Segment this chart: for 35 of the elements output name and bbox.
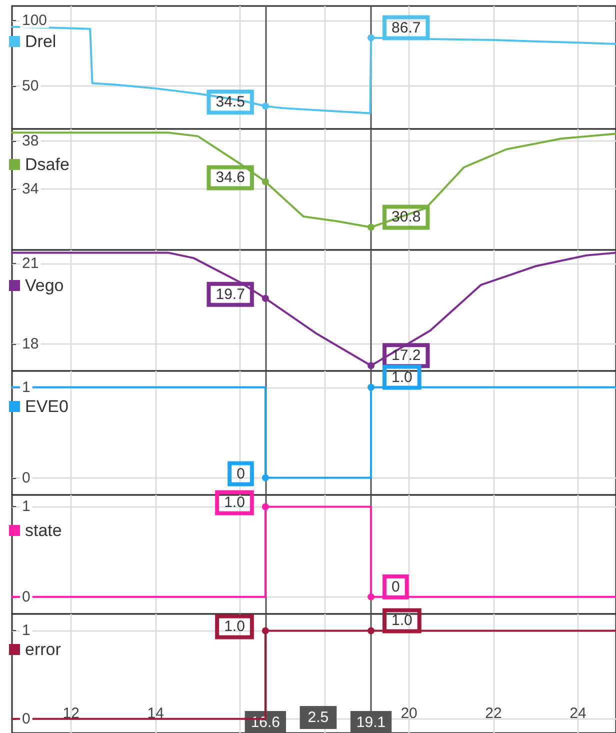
data-label: 0 (392, 578, 400, 596)
y-tick-label: 1 (22, 498, 30, 516)
y-tick-label: 50 (22, 77, 39, 94)
data-label: 19.7 (216, 286, 245, 303)
data-label: 1.0 (224, 618, 245, 636)
x-tick-label: 14 (147, 705, 164, 722)
y-tick-label: 0 (22, 588, 30, 606)
y-tick-label: 18 (22, 336, 39, 353)
legend-label: EVE0 (25, 397, 68, 416)
data-label: 1.0 (392, 612, 412, 630)
y-tick-label: 100 (22, 12, 48, 29)
ref-line-label: 19.1 (356, 714, 386, 731)
data-label: 17.2 (392, 347, 421, 364)
x-tick-label: 22 (485, 705, 502, 722)
y-tick-label: 0 (22, 469, 30, 486)
data-label: 34.6 (216, 169, 245, 186)
y-tick-label: 1 (22, 622, 30, 640)
annotation: 2.5 (308, 709, 329, 726)
data-label: 0 (236, 465, 245, 482)
legend-label: Drel (25, 32, 56, 51)
legend-label: Dsafe (25, 155, 70, 174)
legend-label: error (25, 640, 62, 659)
data-label: 86.7 (392, 19, 421, 36)
y-tick-label: 34 (22, 180, 39, 198)
data-label: 1.0 (224, 494, 245, 512)
data-label: 1.0 (392, 368, 412, 386)
x-tick-label: 20 (400, 705, 418, 722)
legend-label: Vego (25, 276, 64, 295)
y-tick-label: 21 (22, 254, 39, 272)
y-tick-label: 0 (22, 710, 30, 728)
y-tick-label: 1 (22, 378, 30, 396)
x-tick-label: 12 (62, 705, 80, 722)
legend-label: state (25, 521, 62, 540)
y-tick-label: 38 (22, 132, 39, 150)
x-tick-label: 24 (570, 705, 586, 722)
